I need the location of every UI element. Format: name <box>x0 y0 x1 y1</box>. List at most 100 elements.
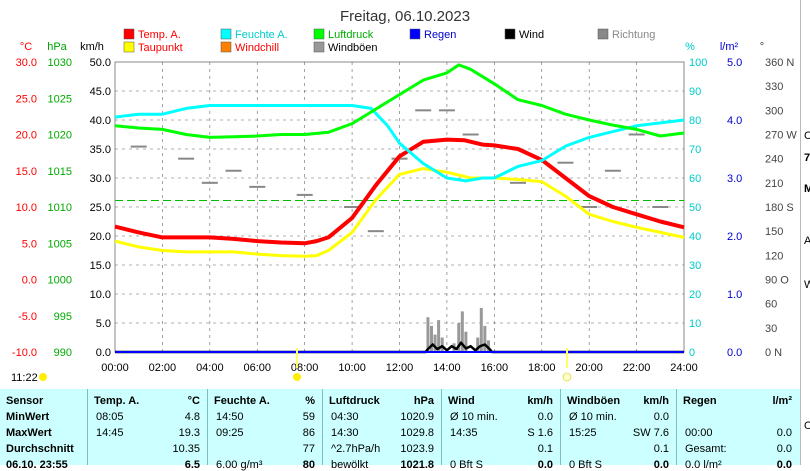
row-value: 6.5 <box>184 459 200 471</box>
tick-label-deg: 270 W <box>765 130 797 142</box>
legend-swatch <box>409 28 421 40</box>
series-line <box>114 137 685 246</box>
column-separator <box>207 389 208 465</box>
tick-label-deg: 0 N <box>765 347 782 359</box>
row-value: 59 <box>302 411 315 423</box>
row-value: 19.3 <box>178 427 200 439</box>
column-header: Feuchte A. <box>214 395 270 407</box>
tick-label-time: 12:00 <box>386 362 414 374</box>
tick-label-hpa: 1015 <box>48 166 72 178</box>
tick-label-lm2: 1.0 <box>727 289 742 301</box>
direction-mark <box>201 181 218 184</box>
tick-label-hpa: 995 <box>54 311 72 323</box>
gust-bar <box>483 325 487 352</box>
row-sub-value: 15:25 <box>569 427 597 439</box>
tick-label-kmh: 35.0 <box>90 144 111 156</box>
tick-label-time: 08:00 <box>291 362 319 374</box>
sun-icon <box>39 373 47 381</box>
column-unit: hPa <box>413 395 434 407</box>
tick-label-pct: 100 <box>689 57 707 69</box>
tick-label-temp: 20.0 <box>16 130 37 142</box>
tick-label-kmh: 15.0 <box>90 260 111 272</box>
right-edge-fragment: C <box>804 130 810 142</box>
legend-label: Regen <box>424 29 456 41</box>
tick-label-deg: 150 <box>765 226 783 238</box>
tick-label-temp: 5.0 <box>22 238 37 250</box>
column-unit: l/m² <box>772 395 792 407</box>
tick-label-time: 16:00 <box>481 362 509 374</box>
tick-label-hpa: 1000 <box>48 275 72 287</box>
direction-mark <box>557 161 574 164</box>
row-sub-value: 6.00 g/m³ <box>216 459 263 471</box>
tick-label-deg: 120 <box>765 250 783 262</box>
tick-label-deg: 210 <box>765 178 783 190</box>
direction-mark <box>178 157 195 160</box>
tick-label-deg: 60 <box>765 299 777 311</box>
gust-bar <box>430 325 434 352</box>
row-sub-value: Ø 10 min. <box>569 411 617 423</box>
legend-label: Wind <box>519 29 544 41</box>
tick-label-pct: 80 <box>689 115 701 127</box>
row-value: S 1.6 <box>527 427 553 439</box>
row-sub-value: 14:30 <box>331 427 359 439</box>
row-value: 1023.9 <box>400 443 434 455</box>
row-sub-value: 00:00 <box>685 427 713 439</box>
plot-area <box>114 63 685 354</box>
row-value: 0.0 <box>537 411 553 423</box>
right-edge-fragment: O <box>804 420 810 432</box>
column-separator <box>676 389 677 465</box>
row-value: 1021.8 <box>400 459 434 471</box>
row-label: MinWert <box>6 411 50 423</box>
row-label: MaxWert <box>6 427 52 439</box>
legend-label: Windchill <box>235 42 279 54</box>
gust-bar <box>460 311 464 352</box>
row-sub-value: 0 Bft S <box>450 459 484 471</box>
right-edge-panel: C 7. M A W O <box>800 0 810 465</box>
tick-label-lm2: 4.0 <box>727 115 742 127</box>
row-sub-value: 14:35 <box>450 427 478 439</box>
row-value: 1029.8 <box>400 427 434 439</box>
row-sub-value: bewölkt <box>331 459 369 471</box>
right-edge-fragment: A <box>804 235 810 247</box>
legend-label: Taupunkt <box>138 42 183 54</box>
direction-mark <box>367 230 384 233</box>
column-header: Windböen <box>567 395 621 407</box>
gust-bar <box>464 331 468 352</box>
gust-bar <box>476 337 480 352</box>
tick-label-temp: 10.0 <box>16 202 37 214</box>
row-sub-value: 0 Bft S <box>569 459 603 471</box>
tick-label-hpa: 1030 <box>48 57 72 69</box>
tick-label-time: 02:00 <box>149 362 177 374</box>
axis-title-hpa: hPa <box>47 41 67 53</box>
tick-label-hpa: 1010 <box>48 202 72 214</box>
legend-swatch <box>123 28 135 40</box>
tick-label-deg: 240 <box>765 154 783 166</box>
tick-label-kmh: 10.0 <box>90 289 111 301</box>
tick-label-pct: 10 <box>689 318 701 330</box>
tick-label-kmh: 20.0 <box>90 231 111 243</box>
series-line <box>115 341 684 354</box>
direction-mark <box>581 206 598 208</box>
row-sub-value: 04:30 <box>331 411 359 423</box>
gust-bar <box>433 334 437 352</box>
tick-label-pct: 30 <box>689 260 701 272</box>
tick-label-hpa: 1005 <box>48 238 72 250</box>
weather-chart: Freitag, 06.10.2023 Temp. A.Taupunkt Feuc… <box>11 8 797 384</box>
legend-swatch <box>504 28 516 40</box>
tick-label-deg: 300 <box>765 105 783 117</box>
gust-bar <box>479 307 483 352</box>
direction-mark <box>652 206 669 208</box>
statistics-table: Sensor MinWert MaxWert Durchschnitt 06.10. 2… <box>0 389 800 471</box>
legend-swatch <box>313 28 325 40</box>
tick-label-lm2: 2.0 <box>727 231 742 243</box>
row-sub-value: ^2.7hPa/h <box>331 443 381 455</box>
column-header: Wind <box>448 395 475 407</box>
row-sub-value: 14:50 <box>216 411 244 423</box>
sunrise-time: 11:22 <box>11 372 38 384</box>
tick-label-pct: 40 <box>689 231 701 243</box>
row-sub-value: Gesamt: <box>685 443 727 455</box>
tick-label-temp: 30.0 <box>16 57 37 69</box>
legend-label: Windböen <box>328 42 378 54</box>
legend-swatch <box>220 28 232 40</box>
tick-label-time: 18:00 <box>528 362 556 374</box>
